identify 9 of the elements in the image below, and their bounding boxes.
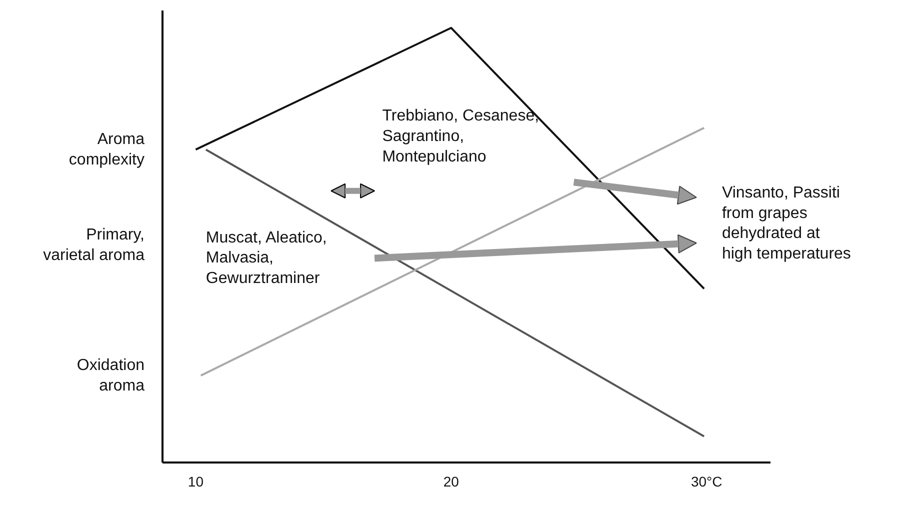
annotation: Trebbiano, Cesanese, Sagrantino, Montepulciano: [382, 108, 540, 166]
x-tick-label: 30°C: [690, 474, 722, 490]
x-tick-label: 10: [188, 474, 204, 490]
text: Oxidation aroma: [76, 356, 145, 394]
text: Primary, varietal aroma: [43, 226, 145, 264]
annotation: Muscat, Aleatico, Malvasia, Gewurztraminer: [206, 229, 327, 288]
annotation: Vinsanto, Passiti from grapes dehydrated at high temperatures: [722, 184, 851, 263]
text: Aroma complexity: [68, 130, 145, 168]
x-tick-label: 20: [443, 474, 460, 490]
